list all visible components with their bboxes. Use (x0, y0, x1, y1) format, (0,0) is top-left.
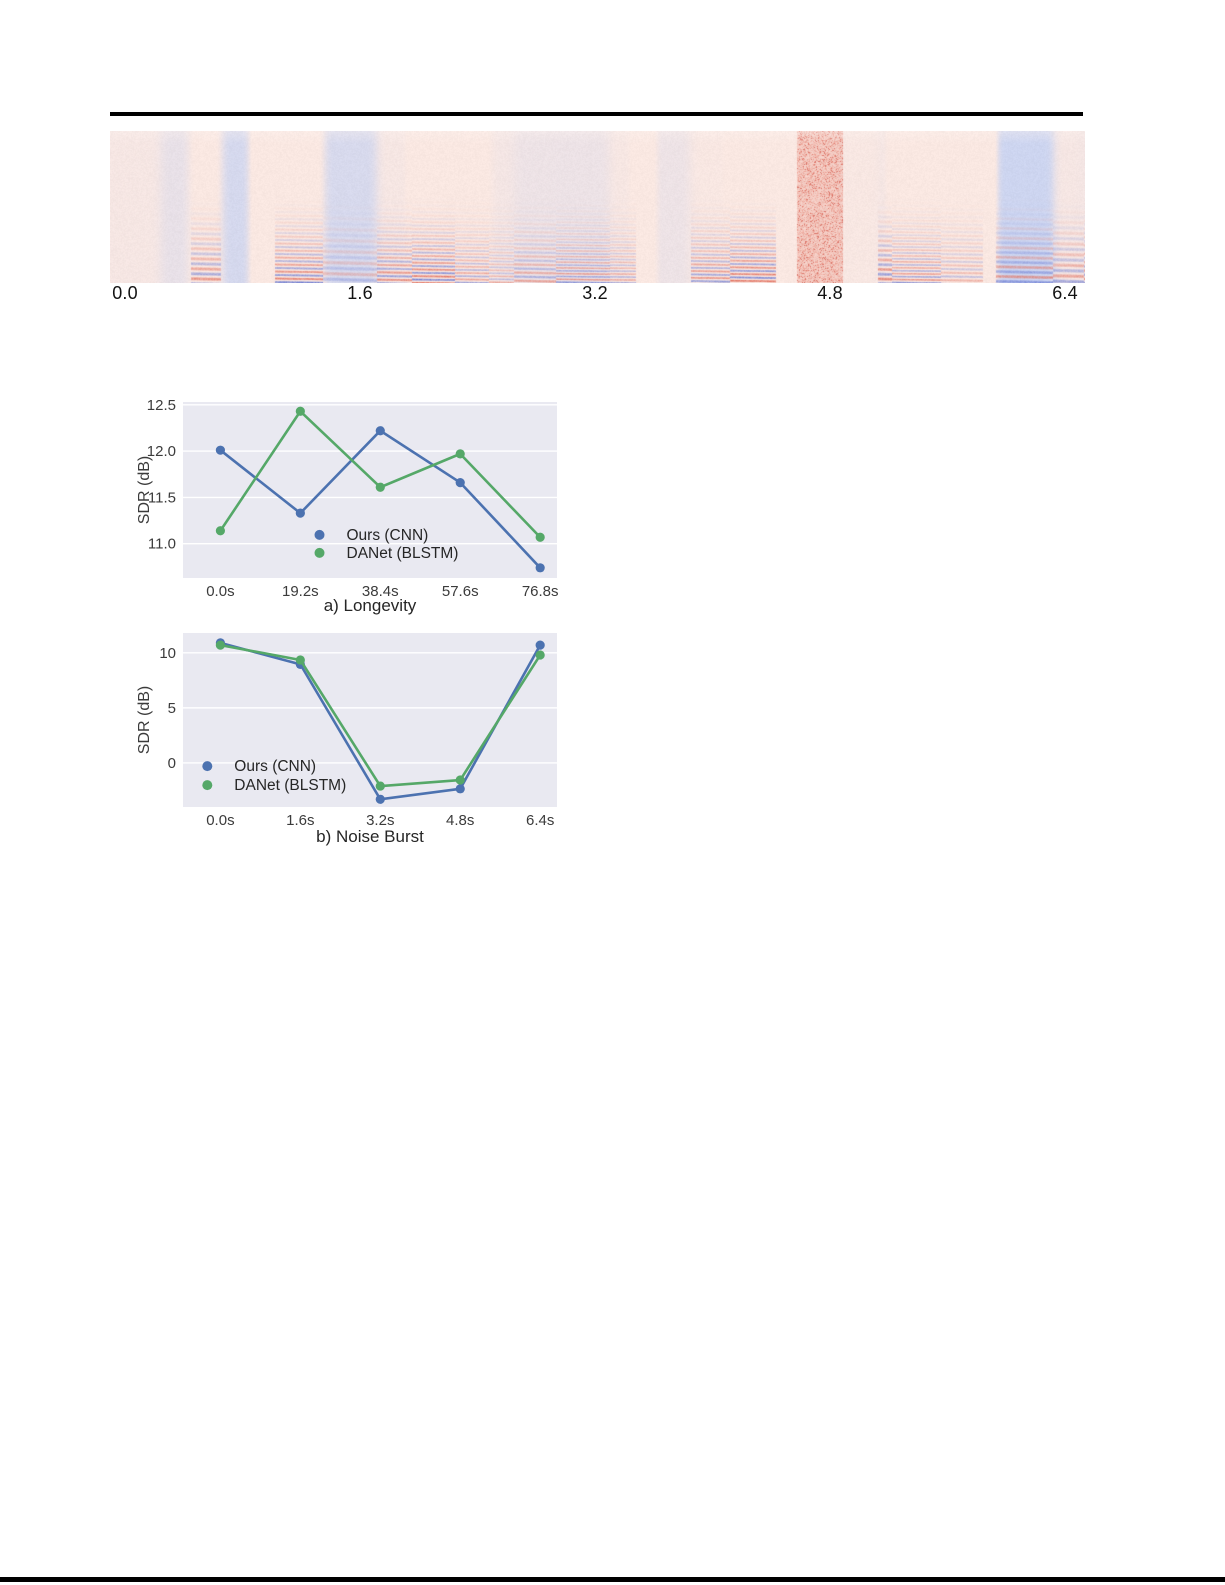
y-tick-label: 10 (159, 645, 176, 662)
legend-marker (314, 547, 325, 558)
data-point-danet-blstm (455, 449, 465, 459)
y-tick-label: 12.0 (147, 443, 176, 460)
data-point-danet-blstm (215, 640, 225, 650)
spectrogram-tick-label: 6.4 (1052, 283, 1078, 303)
data-point-ours-cnn (215, 445, 225, 455)
legend-marker (202, 780, 213, 791)
chart-noise-burst: 0 5 10 0.0s 1.6s 3.2s 4.8s 6.4s SDR (dB) Ours (CN… (136, 633, 557, 829)
x-tick-label: 1.6s (286, 812, 314, 829)
top-rule (110, 112, 1083, 116)
legend-marker (314, 529, 325, 540)
data-point-ours-cnn (535, 563, 545, 573)
x-tick-label: 57.6s (442, 583, 479, 600)
chart-caption-noise-burst: b) Noise Burst (316, 827, 424, 846)
legend-marker (202, 761, 213, 772)
data-point-danet-blstm (295, 655, 305, 665)
chart-longevity: 11.0 11.5 12.0 12.5 0.0s 19.2s 38.4s 57.6s 76.8s… (136, 397, 559, 600)
y-tick-label: 0 (168, 755, 176, 772)
x-tick-label: 38.4s (362, 583, 399, 600)
x-tick-label: 0.0s (206, 583, 234, 600)
legend-label: Ours (CNN) (234, 758, 316, 775)
x-tick-label: 76.8s (522, 583, 559, 600)
data-point-ours-cnn (455, 784, 465, 794)
data-point-danet-blstm (375, 781, 385, 791)
data-point-danet-blstm (215, 526, 225, 536)
data-point-ours-cnn (455, 477, 465, 488)
x-tick-label: 3.2s (366, 812, 394, 829)
legend-label: DANet (BLSTM) (234, 777, 346, 794)
y-axis-label: SDR (dB) (136, 456, 153, 524)
x-tick-label: 4.8s (446, 812, 474, 829)
x-tick-label: 6.4s (526, 812, 554, 829)
bottom-rule (0, 1577, 1225, 1582)
legend-label: DANet (BLSTM) (347, 545, 459, 562)
data-point-danet-blstm (535, 532, 545, 542)
y-tick-label: 11.0 (148, 536, 176, 553)
spectrogram-tick-label: 3.2 (582, 283, 608, 303)
data-point-ours-cnn (375, 426, 385, 436)
x-tick-label: 0.0s (206, 812, 234, 829)
chart-caption-longevity: a) Longevity (323, 596, 417, 615)
x-tick-label: 19.2s (282, 583, 319, 600)
legend-label: Ours (CNN) (347, 527, 429, 544)
data-point-ours-cnn (295, 508, 305, 518)
data-point-danet-blstm (535, 650, 545, 660)
data-point-danet-blstm (455, 775, 465, 785)
data-point-danet-blstm (295, 406, 305, 416)
spectrogram-tick-label: 1.6 (347, 283, 373, 303)
spectrogram-tick-label: 4.8 (817, 283, 843, 303)
y-axis-label: SDR (dB) (136, 686, 153, 754)
data-point-danet-blstm (375, 482, 385, 492)
data-point-ours-cnn (535, 640, 545, 650)
spectrogram-image (110, 131, 1085, 283)
spectrogram-tick-label: 0.0 (112, 283, 138, 303)
y-tick-label: 12.5 (147, 397, 176, 414)
y-tick-label: 5 (168, 700, 176, 717)
y-tick-label: 11.5 (148, 489, 176, 506)
data-point-ours-cnn (375, 794, 385, 804)
plot-area (183, 633, 557, 807)
